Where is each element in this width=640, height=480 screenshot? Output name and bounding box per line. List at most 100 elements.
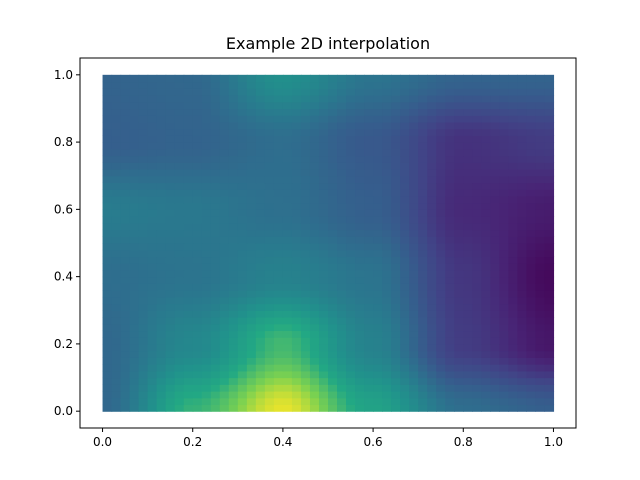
heatmap-cell	[382, 397, 392, 406]
heatmap-cell	[337, 296, 347, 305]
heatmap-cell	[517, 189, 527, 197]
heatmap-cell	[156, 243, 167, 251]
heatmap-cell	[373, 189, 383, 197]
heatmap-cell	[544, 175, 555, 184]
heatmap-cell	[427, 88, 437, 96]
heatmap-cell	[364, 216, 374, 224]
heatmap-cell	[436, 269, 446, 278]
heatmap-cell	[454, 202, 464, 210]
heatmap-cell	[454, 330, 464, 338]
heatmap-cell	[427, 162, 437, 170]
heatmap-cell	[219, 236, 230, 244]
heatmap-cell	[300, 303, 311, 311]
heatmap-cell	[201, 135, 212, 143]
heatmap-cell	[174, 343, 185, 352]
heatmap-cell	[544, 142, 555, 150]
heatmap-cell	[147, 175, 158, 184]
heatmap-cell	[156, 142, 167, 150]
heatmap-cell	[391, 263, 401, 271]
heatmap-cell	[418, 370, 428, 379]
heatmap-cell	[409, 343, 419, 352]
heatmap-cell	[517, 364, 527, 372]
heatmap-cell	[355, 182, 365, 190]
heatmap-cell	[282, 236, 293, 244]
heatmap-cell	[210, 343, 221, 352]
heatmap-cell	[337, 404, 347, 412]
heatmap-cell	[246, 330, 257, 338]
heatmap-cell	[436, 391, 446, 399]
heatmap-cell	[138, 175, 149, 184]
heatmap-cell	[102, 404, 113, 412]
heatmap-cell	[219, 169, 230, 177]
heatmap-cell	[427, 101, 437, 110]
heatmap-cell	[544, 370, 555, 379]
heatmap-cell	[138, 377, 149, 385]
heatmap-cell	[355, 115, 365, 123]
heatmap-cell	[219, 202, 230, 210]
heatmap-cell	[192, 81, 203, 89]
heatmap-cell	[463, 115, 473, 123]
heatmap-cell	[246, 296, 257, 305]
heatmap-cell	[138, 189, 149, 197]
heatmap-cell	[111, 364, 122, 372]
heatmap-cell	[445, 364, 455, 372]
heatmap-cell	[382, 370, 392, 379]
heatmap-cell	[192, 95, 203, 103]
heatmap-cell	[192, 370, 203, 379]
heatmap-cell	[400, 263, 410, 271]
heatmap-cell	[490, 229, 500, 237]
heatmap-cell	[129, 142, 140, 150]
heatmap-cell	[129, 155, 140, 163]
heatmap-cell	[246, 95, 257, 103]
heatmap-cell	[183, 323, 194, 332]
heatmap-cell	[409, 202, 419, 210]
heatmap-cell	[300, 222, 311, 231]
heatmap-cell	[120, 317, 131, 325]
heatmap-cell	[102, 243, 113, 251]
heatmap-cell	[228, 195, 239, 204]
heatmap-cell	[192, 256, 203, 264]
heatmap-cell	[400, 81, 410, 89]
heatmap-cell	[291, 249, 302, 258]
heatmap-cell	[463, 256, 473, 264]
heatmap-cell	[138, 296, 149, 305]
heatmap-cell	[291, 155, 302, 163]
heatmap-cell	[337, 350, 347, 358]
heatmap-cell	[111, 162, 122, 170]
heatmap-cell	[138, 229, 149, 237]
heatmap-cell	[355, 256, 365, 264]
heatmap-cell	[481, 115, 491, 123]
heatmap-cell	[427, 229, 437, 237]
heatmap-cell	[526, 330, 537, 338]
heatmap-cell	[526, 377, 537, 385]
heatmap-cell	[436, 290, 446, 298]
heatmap-cell	[463, 175, 473, 184]
heatmap-cell	[544, 350, 555, 358]
heatmap-cell	[273, 135, 284, 143]
heatmap-cell	[255, 108, 266, 116]
heatmap-cell	[481, 370, 491, 379]
heatmap-cell	[246, 256, 257, 264]
heatmap-cell	[183, 74, 194, 83]
heatmap-cell	[138, 81, 149, 89]
heatmap-cell	[418, 115, 428, 123]
heatmap-cell	[147, 364, 158, 372]
heatmap-cell	[120, 95, 131, 103]
heatmap-cell	[255, 236, 266, 244]
heatmap-cell	[273, 303, 284, 311]
heatmap-cell	[201, 229, 212, 237]
heatmap-cell	[481, 236, 491, 244]
heatmap-cell	[463, 128, 473, 136]
heatmap-cell	[210, 155, 221, 163]
heatmap-cell	[156, 370, 167, 379]
heatmap-cell	[337, 283, 347, 291]
heatmap-cell	[418, 404, 428, 412]
heatmap-cell	[282, 243, 293, 251]
heatmap-cell	[237, 330, 248, 338]
heatmap-cell	[201, 317, 212, 325]
heatmap-cell	[291, 209, 302, 217]
heatmap-cell	[328, 269, 338, 278]
heatmap-cell	[309, 229, 320, 237]
heatmap-cell	[427, 74, 437, 83]
heatmap-cell	[138, 135, 149, 143]
